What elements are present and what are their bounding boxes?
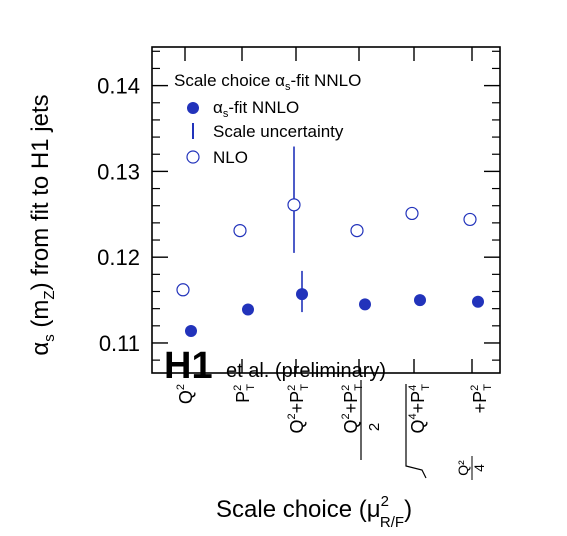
y-axis-title: αs (mZ) from fit to H1 jets [27,94,58,355]
x-axis-title: Scale choice (μ2 R/F) [216,493,412,531]
nnlo-point [185,324,197,337]
y-axis-ticks: 0.11 0.12 0.13 0.14 [97,50,500,361]
scale-uncertainty-bars [293,146,303,313]
x-tick-label-q2-plus-pt2: Q2+P2T [286,384,311,434]
x-tick-label-quarter-sum: +P2T [469,384,494,414]
nlo-point [350,223,364,238]
legend: Scale choice αs-fit NNLO αs-fit NNLO Sca… [174,71,361,167]
plot-frame [151,46,501,374]
h1-logo: H1 [164,345,213,387]
y-tick-label: 0.14 [97,74,140,99]
nlo-point [287,198,301,212]
legend-label-nlo: NLO [213,148,248,167]
nlo-point [463,212,477,227]
legend-marker-nlo [186,150,200,164]
nnlo-point [472,295,484,308]
nnlo-point [296,288,308,301]
x-tick-label-half-sum: Q2+P2T [340,384,365,434]
fraction-denominator: 2 [366,423,383,431]
y-tick-label: 0.11 [99,331,140,356]
x-tick-label-q2: Q2 [175,384,196,404]
nnlo-point [414,294,426,307]
data-points [176,198,484,337]
nnlo-point [242,303,254,316]
legend-label-scale-uncertainty: Scale uncertainty [213,122,344,141]
x-tick-label-pt2: P2T [232,384,257,403]
nlo-point [405,206,419,221]
legend-title: Scale choice αs-fit NNLO [174,71,361,93]
preliminary-note: et al. (preliminary) [226,360,386,382]
sqrt-sign [405,384,427,479]
nlo-point [176,283,190,297]
y-tick-label: 0.13 [97,159,140,184]
x-tick-label-sqrt-sum: Q4+P4T [407,384,432,434]
legend-label-nnlo: αs-fit NNLO [213,98,299,120]
y-tick-label: 0.12 [97,245,140,270]
legend-marker-nnlo [187,102,199,114]
nnlo-point [359,298,371,311]
quarter-denominator: 4 [471,464,487,472]
nlo-point [233,223,247,238]
quarter-numerator: Q² [455,460,471,476]
